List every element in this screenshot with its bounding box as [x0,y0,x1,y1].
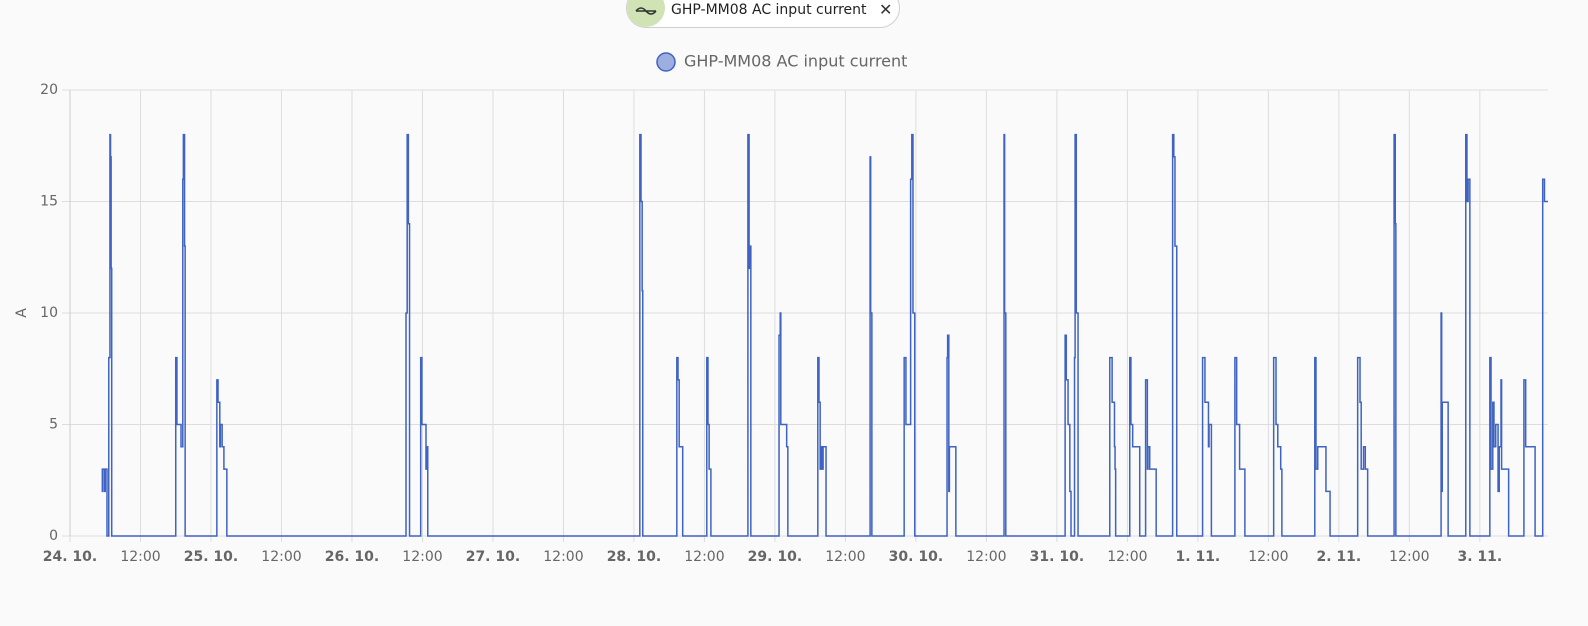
x-tick-label: 1. 11. [1176,549,1221,565]
x-tick-label: 12:00 [261,549,301,565]
x-tick-label: 12:00 [402,549,442,565]
chip-remove[interactable]: ✕ [879,0,893,19]
series-line [101,133,1548,537]
y-tick-label: 5 [49,417,58,433]
filter-chip[interactable]: GHP-MM08 AC input current ✕ [626,0,900,28]
x-tick-label: 29. 10. [748,549,802,565]
x-tick-label: 12:00 [1248,549,1288,565]
x-tick-label: 12:00 [684,549,724,565]
x-tick-label: 12:00 [543,549,583,565]
x-tick-label: 12:00 [1389,549,1429,565]
x-tick-label: 28. 10. [607,549,661,565]
y-tick-label: 10 [40,305,58,321]
x-tick-label: 12:00 [120,549,160,565]
x-tick-label: 31. 10. [1030,549,1084,565]
x-tick-label: 12:00 [825,549,865,565]
y-axis-title: A [14,308,30,318]
y-tick-label: 0 [49,528,58,544]
y-tick-label: 20 [40,82,58,98]
chip-icon-glyph [635,7,657,15]
x-tick-label: 25. 10. [184,549,238,565]
x-tick-label: 3. 11. [1457,549,1502,565]
legend-label: GHP-MM08 AC input current [684,52,907,71]
x-tick-label: 12:00 [966,549,1006,565]
chip-label: GHP-MM08 AC input current [671,2,867,18]
x-tick-label: 27. 10. [466,549,520,565]
x-tick-label: 24. 10. [43,549,97,565]
x-tick-label: 26. 10. [325,549,379,565]
y-tick-label: 15 [40,194,58,210]
x-tick-label: 12:00 [1107,549,1147,565]
x-tick-label: 30. 10. [889,549,943,565]
x-tick-label: 2. 11. [1317,549,1362,565]
chip-icon [627,0,665,27]
legend-swatch [656,52,676,72]
